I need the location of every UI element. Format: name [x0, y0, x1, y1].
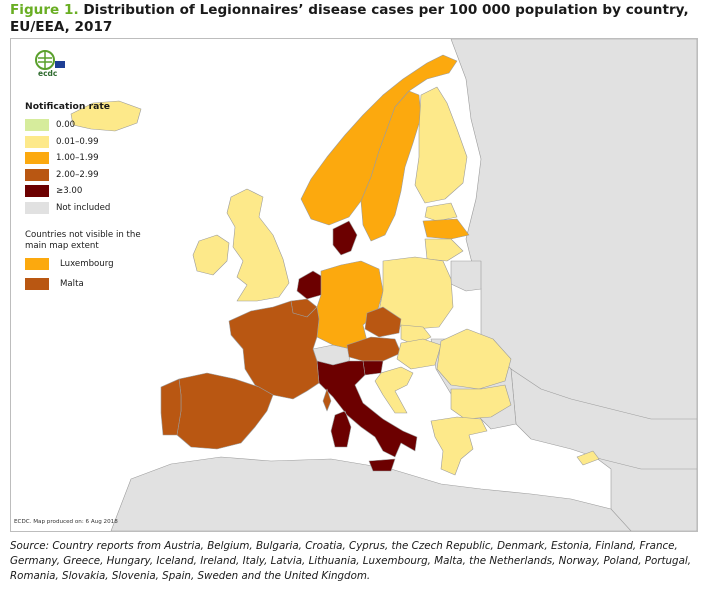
map-country	[360, 90, 422, 242]
map-country	[414, 86, 468, 204]
figure-label: Figure 1.	[10, 2, 79, 18]
map-country	[300, 54, 458, 226]
map-country	[70, 100, 142, 132]
legend-item: Malta	[25, 275, 155, 292]
map-country	[346, 336, 402, 362]
map-country	[226, 188, 290, 302]
legend-item: 1.00–1.99	[25, 150, 155, 167]
legend-label: Not included	[56, 202, 111, 213]
legend-item: ≥3.00	[25, 183, 155, 200]
map-country	[316, 360, 418, 472]
legend-item: Not included	[25, 200, 155, 217]
map-country	[364, 306, 402, 338]
map-country	[450, 260, 482, 292]
map-panel: ecdc Notification rate 0.00 0.01–0.99 1.00…	[10, 38, 698, 532]
ecdc-logo: ecdc	[35, 49, 67, 81]
legend-swatch	[25, 185, 49, 198]
map-country	[110, 456, 632, 531]
figure-title: Figure 1. Distribution of Legionnaires’ …	[10, 2, 700, 36]
globe-icon	[35, 50, 65, 70]
europe-map	[70, 39, 697, 531]
map-country	[228, 300, 332, 412]
map-country	[422, 218, 470, 240]
legend-label: ≥3.00	[56, 186, 83, 197]
legend-swatch	[25, 277, 49, 290]
ecdc-logo-text: ecdc	[38, 69, 58, 78]
legend-label: Luxembourg	[60, 258, 114, 269]
map-country	[450, 384, 512, 420]
legend-item: 0.01–0.99	[25, 134, 155, 151]
map-country	[160, 378, 182, 436]
map-country	[374, 366, 414, 414]
map-country	[378, 256, 454, 330]
figure-title-text: Distribution of Legionnaires’ disease ca…	[10, 2, 689, 35]
legend-swatch	[25, 119, 49, 132]
map-country	[424, 238, 464, 262]
map-country	[576, 450, 600, 466]
legend-label: 0.01–0.99	[56, 136, 99, 147]
legend-swatch	[25, 201, 49, 214]
legend-swatch	[25, 135, 49, 148]
legend-item: 0.00	[25, 117, 155, 134]
legend-label: Malta	[60, 278, 84, 289]
map-country	[316, 260, 384, 350]
map-country	[430, 416, 488, 476]
map-legend: Notification rate 0.00 0.01–0.99 1.00–1.99…	[25, 101, 155, 292]
legend-label: 2.00–2.99	[56, 169, 99, 180]
source-note: Source: Country reports from Austria, Be…	[10, 540, 692, 582]
map-country	[396, 338, 442, 370]
legend-item: 2.00–2.99	[25, 167, 155, 184]
map-country	[332, 220, 358, 256]
map-country	[510, 368, 697, 470]
legend-item: Luxembourg	[25, 255, 155, 272]
map-produced-note: ECDC. Map produced on: 6 Aug 2018	[14, 519, 118, 525]
legend-title: Notification rate	[25, 101, 110, 112]
legend-swatch	[25, 152, 49, 165]
legend-label: 0.00	[56, 120, 76, 131]
map-country	[436, 328, 512, 390]
not-visible-title: Countries not visible in the main map ex…	[25, 230, 141, 251]
map-country	[296, 270, 324, 300]
legend-label: 1.00–1.99	[56, 153, 99, 164]
map-country	[362, 360, 384, 376]
legend-swatch	[25, 168, 49, 181]
legend-swatch	[25, 257, 49, 270]
map-country	[424, 202, 458, 222]
map-country	[192, 234, 230, 276]
